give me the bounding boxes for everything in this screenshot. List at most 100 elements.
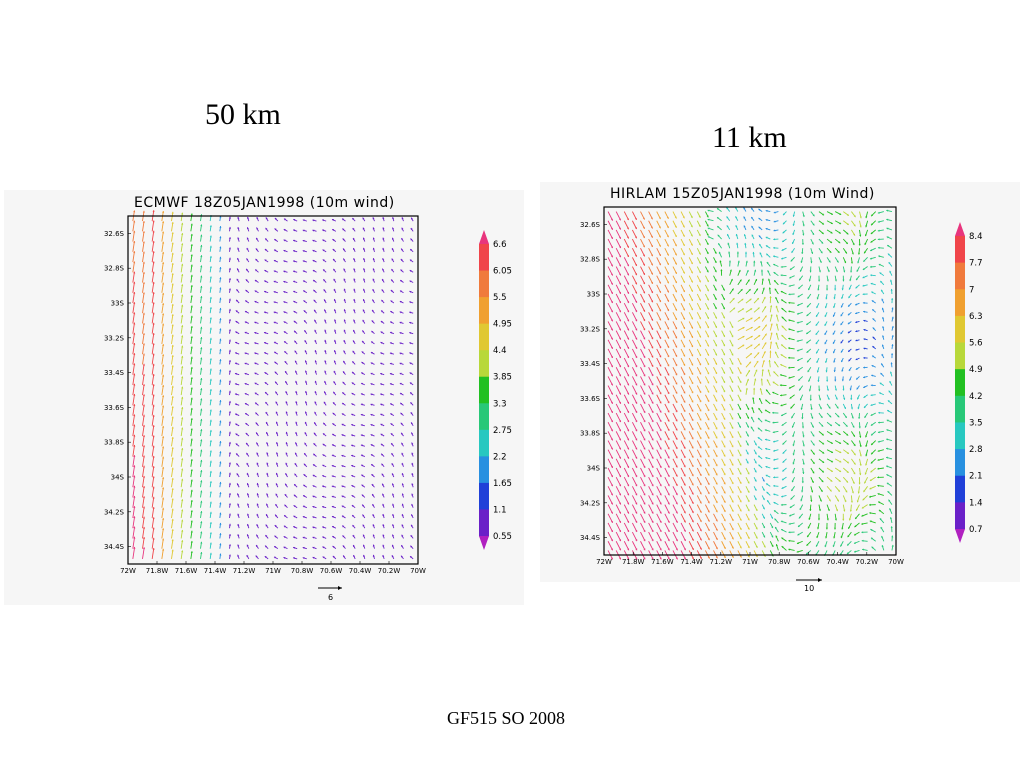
wind-vector-head: [781, 423, 784, 426]
wind-vector-head: [764, 333, 767, 336]
wind-vector-head: [190, 274, 193, 277]
wind-vector-head: [171, 375, 174, 378]
wind-vector-head: [683, 455, 686, 458]
wind-vector-head: [854, 533, 857, 536]
wind-vector-head: [666, 272, 669, 275]
wind-vector-head: [635, 355, 638, 358]
wind-vector-head: [714, 297, 717, 300]
wind-vector-head: [400, 422, 403, 425]
wind-vector: [142, 455, 145, 467]
wind-vector: [607, 220, 614, 230]
wind-vector-head: [627, 401, 630, 404]
wind-vector-head: [762, 507, 765, 510]
wind-vector-head: [747, 500, 750, 502]
wind-vector-head: [864, 415, 867, 418]
wind-vector: [151, 261, 155, 273]
x-tick-label: 71.2W: [710, 558, 733, 566]
wind-vector: [640, 431, 646, 441]
wind-vector-head: [833, 306, 836, 308]
wind-vector-head: [877, 449, 880, 452]
wind-vector-head: [675, 391, 678, 394]
wind-vector-head: [840, 314, 843, 317]
wind-vector-head: [797, 368, 800, 371]
wind-vector-head: [762, 360, 765, 363]
wind-vector-head: [862, 498, 865, 501]
wind-vector-head: [847, 313, 850, 316]
wind-vector-head: [765, 399, 768, 402]
wind-vector-head: [675, 419, 678, 422]
wind-vector-head: [796, 339, 799, 342]
wind-vector-head: [235, 423, 238, 426]
wind-vector-head: [651, 465, 654, 468]
wind-vector-head: [643, 355, 646, 358]
wind-vector-head: [314, 360, 317, 363]
wind-vector-head: [839, 222, 842, 225]
wind-vector-head: [706, 280, 709, 283]
wind-vector-head: [850, 398, 853, 400]
wind-vector-head: [840, 332, 843, 335]
wind-vector-head: [800, 407, 803, 410]
wind-vector-head: [881, 353, 884, 356]
wind-vector-head: [715, 316, 717, 319]
wind-vector-head: [846, 433, 849, 436]
wind-vector-head: [790, 259, 793, 262]
wind-vector-head: [322, 443, 325, 446]
wind-vector: [664, 504, 670, 514]
wind-vector-head: [732, 298, 735, 301]
wind-vector-head: [870, 470, 873, 473]
wind-vector: [615, 376, 622, 386]
wind-vector-head: [774, 361, 777, 364]
wind-vector-head: [190, 223, 193, 226]
x-tick-label: 71.8W: [146, 567, 169, 575]
wind-vector-head: [142, 363, 145, 366]
wind-vector-head: [801, 242, 804, 245]
wind-vector-head: [667, 327, 670, 330]
wind-vector-head: [751, 407, 754, 410]
wind-vector-head: [791, 480, 794, 483]
wind-vector-head: [891, 544, 894, 547]
wind-vector-head: [839, 451, 842, 453]
wind-vector-head: [411, 217, 413, 220]
wind-vector: [142, 496, 145, 508]
wind-vector-head: [381, 299, 384, 302]
wind-vector-head: [133, 536, 136, 539]
wind-vector-head: [133, 475, 136, 478]
wind-vector-head: [691, 354, 694, 357]
wind-vector-head: [342, 218, 345, 221]
wind-vector: [161, 364, 164, 375]
wind-vector-head: [850, 407, 854, 410]
wind-vector-head: [610, 383, 613, 386]
wind-vector: [161, 303, 164, 314]
wind-vector: [142, 271, 145, 283]
wind-vector: [151, 373, 155, 385]
wind-vector-head: [363, 278, 366, 281]
wind-vector-head: [731, 380, 734, 383]
wind-vector: [623, 513, 630, 524]
wind-vector-head: [133, 343, 136, 345]
wind-vector: [607, 486, 614, 496]
wind-vector-head: [891, 316, 894, 319]
wind-vector-head: [619, 475, 621, 478]
wind-vector-head: [706, 224, 709, 227]
wind-vector-head: [133, 495, 136, 498]
wind-vector-head: [675, 437, 678, 440]
wind-vector-head: [869, 487, 872, 490]
wind-vector-head: [853, 434, 855, 437]
wind-vector-head: [882, 335, 885, 338]
wind-vector-head: [142, 384, 145, 386]
wind-vector-head: [209, 358, 212, 361]
wind-vector-head: [675, 511, 678, 514]
wind-vector-head: [331, 454, 334, 457]
wind-vector-head: [747, 527, 750, 530]
wind-vector-head: [731, 445, 734, 448]
wind-vector-head: [782, 433, 785, 436]
wind-vector: [161, 518, 164, 529]
wind-vector-head: [782, 442, 785, 445]
colorbar-segment: [955, 395, 965, 423]
wind-vector-head: [826, 279, 829, 282]
wind-vector-head: [658, 244, 661, 247]
wind-vector-head: [162, 405, 165, 408]
wind-vector-head: [190, 510, 193, 513]
wind-vector-head: [635, 520, 638, 523]
wind-vector-head: [698, 289, 701, 292]
